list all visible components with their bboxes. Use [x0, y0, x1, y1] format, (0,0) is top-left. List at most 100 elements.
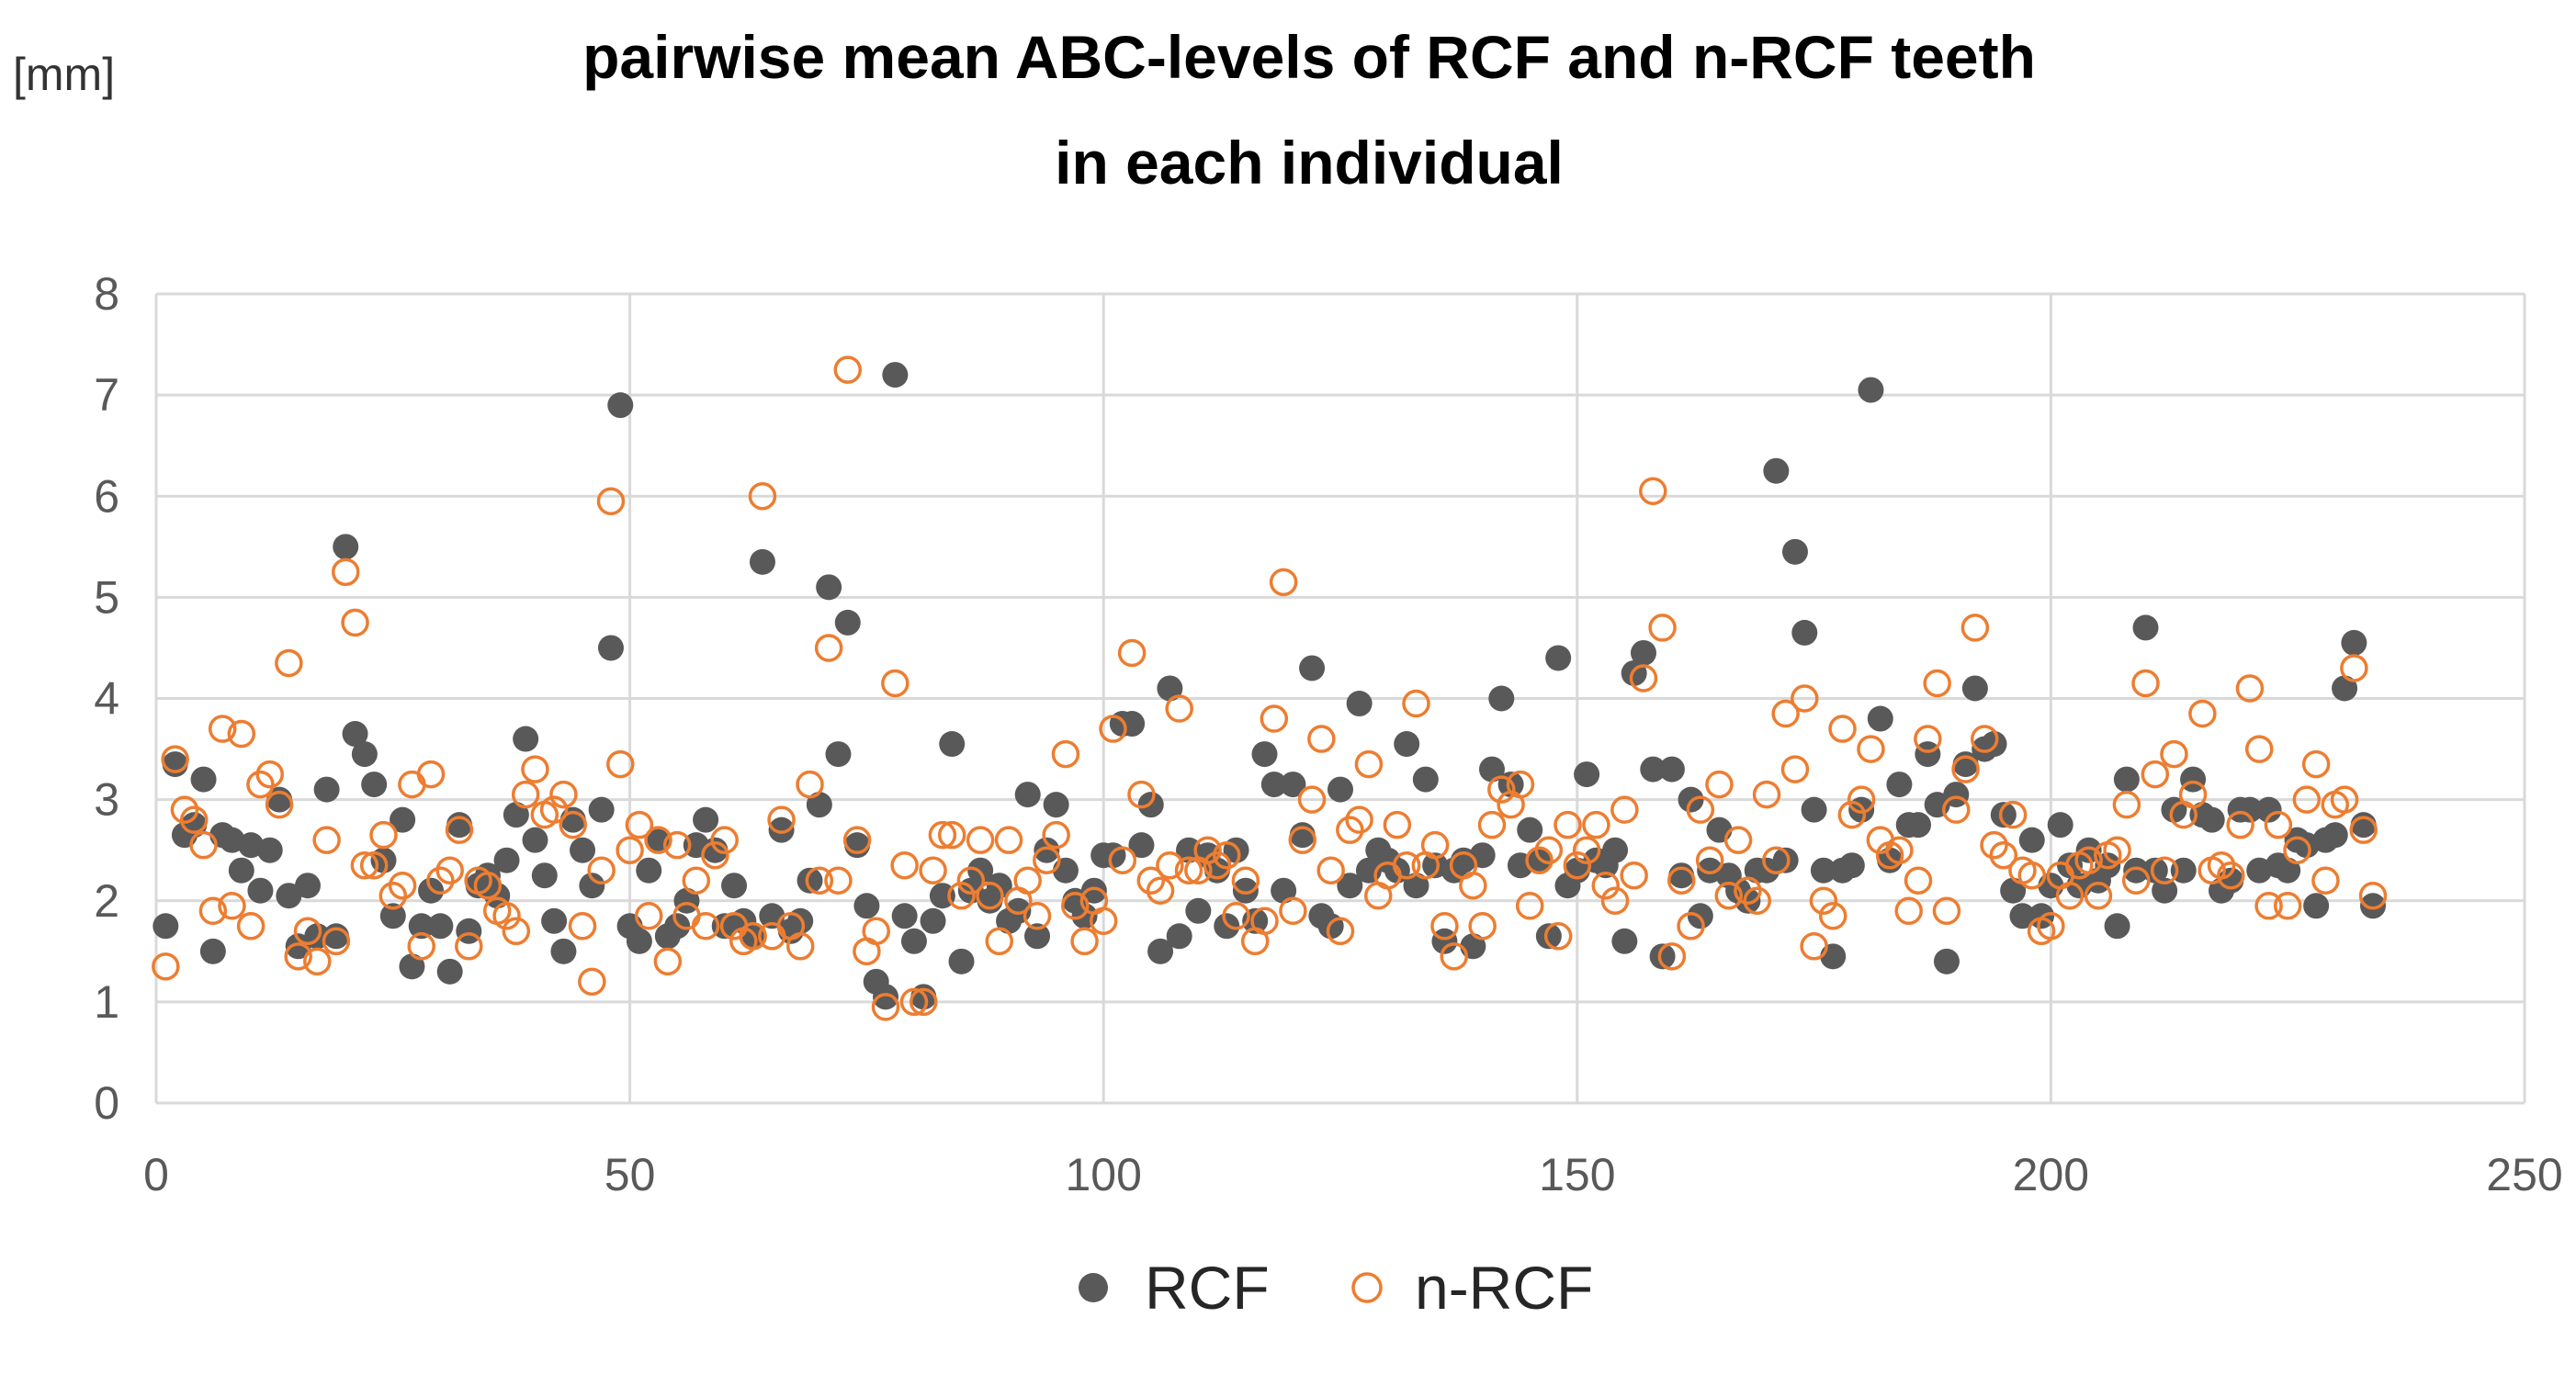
n-rcf-point [1307, 725, 1336, 753]
n-rcf-point [1525, 846, 1554, 874]
n-rcf-point [1989, 840, 2018, 870]
n-rcf-point [1837, 800, 1867, 829]
n-rcf-point [785, 932, 815, 961]
n-rcf-point [2226, 810, 2254, 839]
n-rcf-point [1061, 892, 1090, 920]
rcf-point [806, 792, 832, 818]
n-rcf-point [1089, 907, 1118, 936]
rcf-point [1052, 857, 1079, 884]
n-rcf-point [1572, 836, 1601, 864]
n-rcf-point [2188, 699, 2217, 728]
rcf-point [361, 771, 388, 798]
n-rcf-point [455, 932, 483, 961]
n-rcf-point [445, 816, 474, 844]
rcf-point [1043, 792, 1069, 818]
n-rcf-point [1326, 917, 1355, 946]
rcf-point [1990, 802, 2017, 828]
n-rcf-point [1156, 850, 1184, 880]
n-rcf-point [492, 902, 521, 930]
n-rcf-point [1336, 816, 1364, 844]
rcf-point [1478, 756, 1505, 783]
rcf-point [2000, 877, 2027, 904]
rcf-point [1080, 877, 1107, 904]
n-rcf-point [1998, 800, 2028, 829]
rcf-point [626, 928, 652, 954]
n-rcf-point [322, 927, 351, 956]
n-rcf-point [2235, 674, 2265, 703]
rcf-point [1469, 842, 1496, 869]
n-rcf-point [596, 487, 626, 516]
n-rcf-point [701, 840, 729, 870]
n-rcf-point [1828, 715, 1857, 743]
n-rcf-point [824, 866, 853, 895]
n-rcf-point [161, 745, 189, 773]
rcf-point [1640, 756, 1666, 783]
y-tick-label-8: 8 [94, 268, 119, 320]
rcf-point [1649, 943, 1676, 970]
rcf-point [351, 741, 378, 768]
rcf-point [2123, 857, 2150, 884]
legend-n-rcf-marker [1351, 1272, 1383, 1303]
n-rcf-point [862, 917, 890, 946]
n-rcf-point [1231, 866, 1260, 895]
n-rcf-point [2141, 760, 2170, 789]
legend-n-rcf-label: n-RCF [1415, 1254, 1593, 1322]
n-rcf-point [1800, 932, 1828, 961]
n-rcf-point [1297, 785, 1327, 814]
n-rcf-point [218, 892, 246, 920]
n-rcf-point [1534, 836, 1564, 864]
rcf-point [1394, 731, 1420, 758]
n-rcf-point [1051, 739, 1080, 769]
rcf-point [1147, 938, 1174, 964]
rcf-point [797, 867, 823, 894]
n-rcf-point [1894, 896, 1923, 926]
n-rcf-point [1543, 922, 1573, 951]
n-rcf-point [919, 856, 947, 884]
n-rcf-point [198, 896, 228, 926]
n-rcf-point [1723, 826, 1753, 854]
rcf-point [834, 609, 861, 636]
rcf-point [256, 837, 283, 863]
rcf-point [399, 953, 425, 980]
rcf-point [2047, 812, 2073, 839]
n-rcf-point [568, 912, 597, 940]
n-rcf-point [1022, 902, 1052, 930]
rcf-point [844, 832, 871, 859]
n-rcf-point [682, 866, 711, 895]
rcf-point [1251, 741, 1278, 768]
rcf-point [1232, 877, 1259, 904]
rcf-point [313, 776, 340, 803]
n-rcf-point [1600, 886, 1630, 915]
rcf-point [1658, 756, 1685, 783]
n-rcf-point [1193, 836, 1222, 864]
rcf-point [2303, 893, 2330, 919]
n-rcf-point [976, 881, 1004, 910]
n-rcf-point [2273, 892, 2302, 920]
n-rcf-point [1714, 881, 1744, 910]
n-rcf-point [1033, 846, 1061, 874]
n-rcf-point [1127, 780, 1156, 809]
rcf-point [1961, 675, 1988, 702]
rcf-point [1574, 761, 1600, 788]
n-rcf-point [1582, 810, 1610, 839]
n-rcf-point [1506, 770, 1535, 799]
n-rcf-point [255, 760, 284, 789]
n-rcf-point [1117, 638, 1147, 668]
y-tick-label-2: 2 [94, 875, 119, 927]
rcf-point [588, 796, 615, 823]
x-tick-label-100: 100 [1065, 1149, 1141, 1200]
y-tick-label-5: 5 [94, 571, 119, 623]
rcf-point [1763, 457, 1790, 484]
chart-title-line-2: in each individual [1055, 129, 1564, 197]
rcf-point [1128, 832, 1155, 859]
n-rcf-point [947, 881, 976, 910]
rcf-point [190, 766, 217, 793]
rcf-point [2360, 893, 2387, 919]
rcf-point [1260, 771, 1287, 798]
rcf-point [1772, 847, 1799, 873]
n-rcf-point [1013, 866, 1042, 895]
rcf-point [247, 877, 274, 904]
n-rcf-point [2330, 785, 2359, 814]
rcf-point [1280, 771, 1306, 798]
n-rcf-point [1951, 755, 1980, 783]
